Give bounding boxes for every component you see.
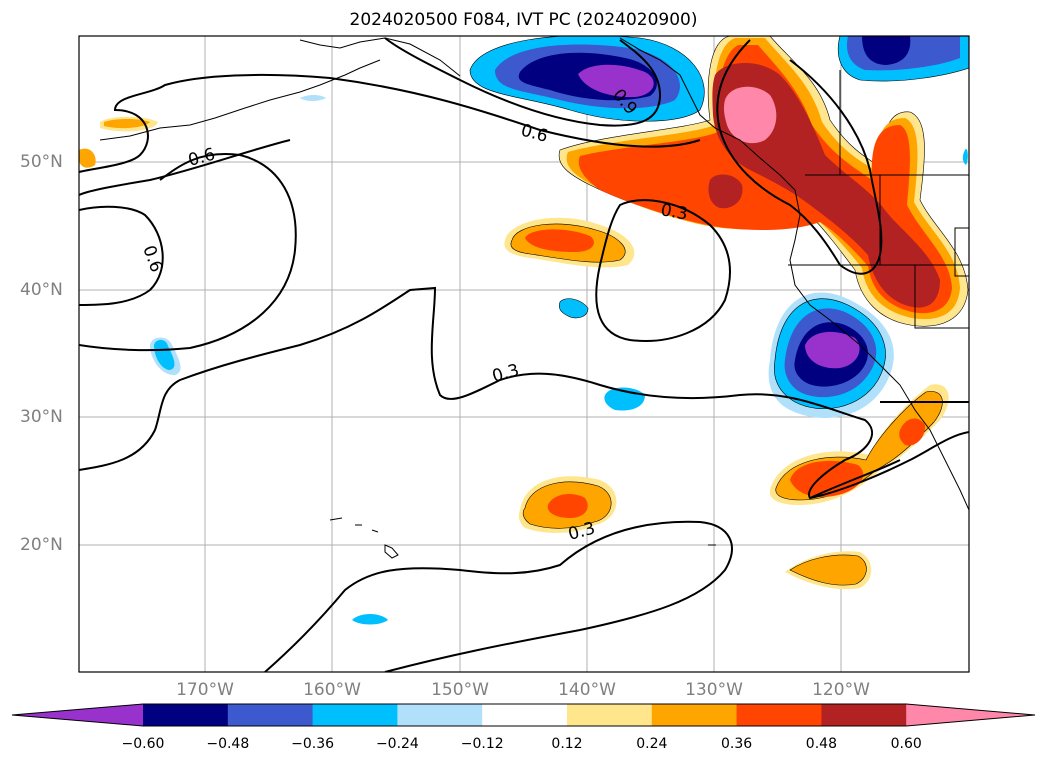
map-title: 2024020500 F084, IVT PC (2024020900): [349, 10, 698, 30]
contour-label: 0.3: [659, 200, 689, 224]
lon-label: 140°W: [558, 680, 616, 700]
map-frame: [78, 35, 970, 673]
positive-anomaly-blob-1: [504, 217, 635, 268]
negative-anomaly-gulf-alaska: [469, 36, 705, 122]
colorbar-swatch: [821, 704, 907, 726]
lat-label: 50°N: [20, 152, 63, 172]
lat-label: 40°N: [20, 280, 63, 300]
colorbar: [11, 703, 1036, 727]
lat-label: 30°N: [20, 407, 63, 427]
colorbar-outline: [11, 703, 1036, 727]
colorbar-swatch: [736, 704, 822, 726]
colorbar-tick-label: 0.48: [805, 736, 837, 752]
coastlines: [99, 37, 969, 559]
colorbar-extend-low: [12, 704, 143, 726]
colorbar-tick-label: −0.48: [206, 736, 250, 752]
colorbar-tick-label: 0.24: [636, 736, 668, 752]
negative-anomaly-northeast: [837, 36, 969, 82]
colorbar-swatch: [482, 704, 568, 726]
colorbar-tick-label: −0.60: [121, 736, 165, 752]
colorbar-tick-label: 0.36: [721, 736, 753, 752]
negative-anomaly-california: [768, 292, 894, 418]
colorbar-swatch: [567, 704, 653, 726]
contour-label: 0.6: [519, 121, 550, 147]
colorbar-tick-label: 0.60: [890, 736, 922, 752]
colorbar-swatch: [312, 704, 398, 726]
colorbar-swatch: [143, 704, 229, 726]
lon-label: 170°W: [176, 680, 234, 700]
colorbar-swatch: [227, 704, 314, 726]
positive-anomaly-blob-4: [785, 551, 872, 590]
lon-label: 120°W: [812, 680, 870, 700]
lon-label: 150°W: [431, 680, 489, 700]
positive-anomaly-blob-2: [518, 476, 617, 533]
colorbar-tick-label: −0.12: [460, 736, 504, 752]
lon-label: 130°W: [685, 680, 743, 700]
contour-label: 0.3: [490, 361, 521, 387]
colorbar-tick-label: −0.36: [291, 736, 335, 752]
colorbar-tick-label: 0.12: [551, 736, 583, 752]
map-area: 0.6 0.6 0.6 0.3 0.3 0.3 0.9: [79, 36, 969, 672]
lat-label: 20°N: [20, 535, 63, 555]
pc-contours: [79, 37, 969, 672]
colorbar-extend-high: [906, 704, 1035, 726]
colorbar-swatch: [651, 704, 738, 726]
colorbar-tick-label: −0.24: [375, 736, 419, 752]
contour-label: 0.6: [186, 145, 217, 171]
colorbar-swatch: [397, 704, 483, 726]
lon-label: 160°W: [303, 680, 361, 700]
